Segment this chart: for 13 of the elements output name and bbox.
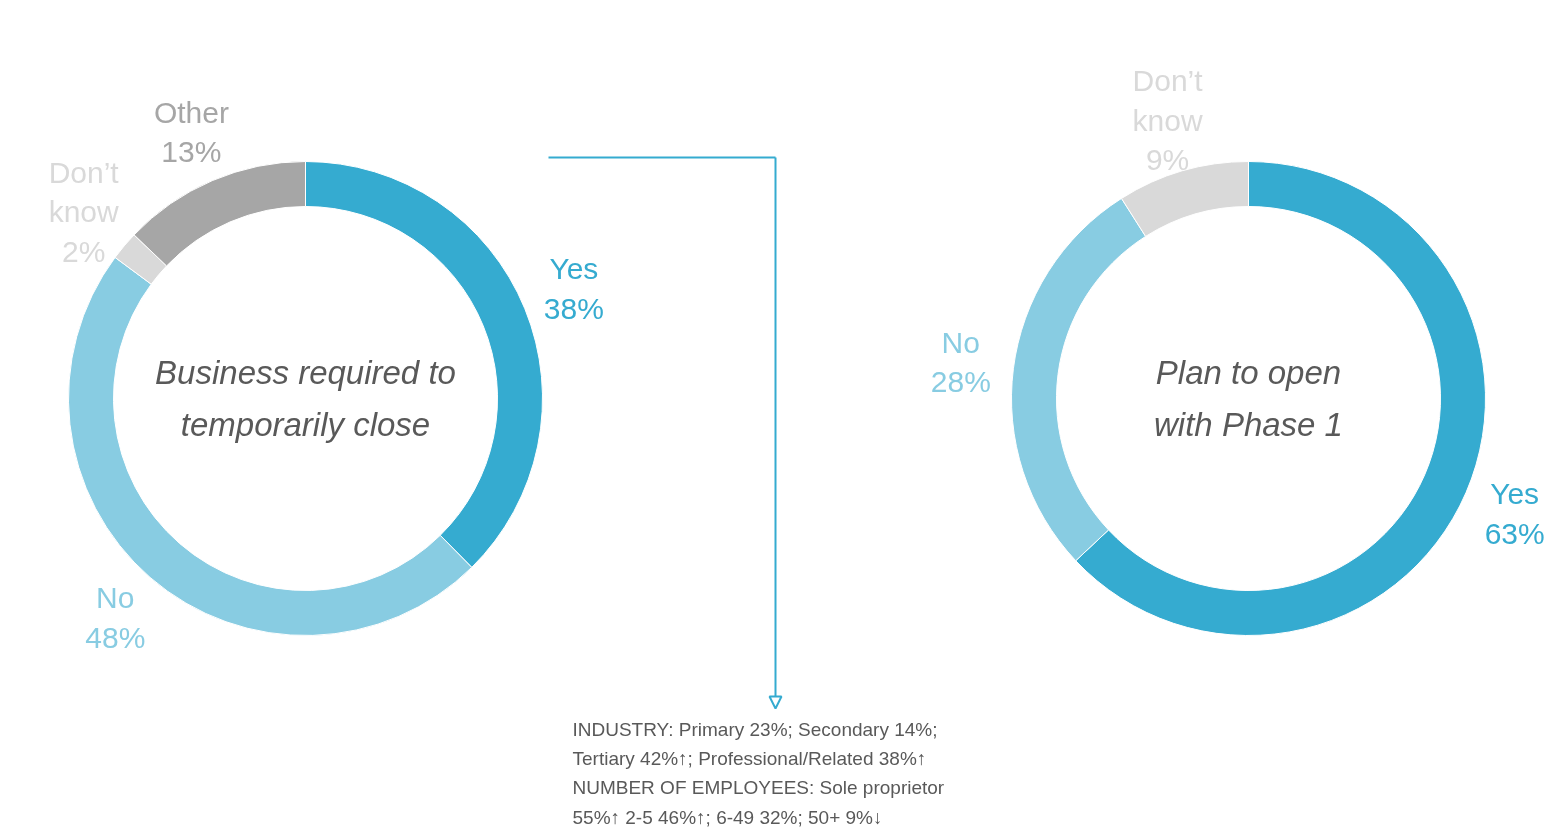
slice-label: No bbox=[941, 325, 980, 359]
data-label: 48% bbox=[85, 620, 146, 654]
data-label: 28% bbox=[930, 365, 991, 399]
text: Plan to open with Phase 1 bbox=[1154, 354, 1343, 443]
slice-label: Other bbox=[153, 95, 229, 129]
text: INDUSTRY: Primary 23%; Secondary 14%; Tertiary 42%↑; Professional/Related 38%↑ NUMBER OF EMPLOYEES: Sole proprietor 55%↑ 2-5 46%↑; 6-49 32%; 50+ 9%↓ bbox=[572, 718, 945, 828]
text: Business required to temporarily close bbox=[155, 354, 456, 443]
slice-label: Yes bbox=[549, 252, 599, 286]
data-label: 38% bbox=[543, 291, 604, 325]
data-label: 63% bbox=[1484, 516, 1545, 550]
slice-label: No bbox=[96, 581, 135, 615]
data-label: 13% bbox=[161, 135, 222, 169]
slice-label: Yes bbox=[1490, 477, 1540, 511]
